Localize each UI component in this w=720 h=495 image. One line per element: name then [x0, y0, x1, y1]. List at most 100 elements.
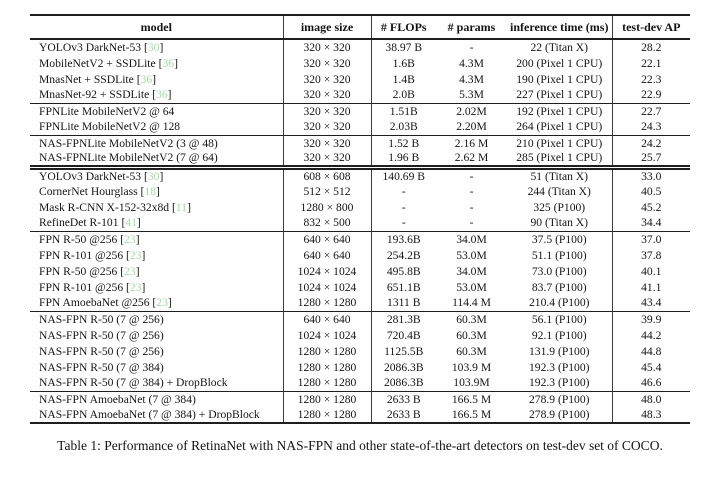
- cell-flops: 2.0B: [370, 87, 436, 103]
- cell-model: YOLOv3 DarkNet-53 [30]: [30, 39, 283, 55]
- cell-flops: 193.6B: [370, 231, 436, 247]
- model-name: FPNLite MobileNetV2 @ 64: [39, 104, 175, 118]
- cell-flops: 2633 B: [370, 391, 436, 407]
- model-name: YOLOv3 DarkNet-53: [39, 169, 142, 183]
- cell-inference-time: 192 (Pixel 1 CPU): [516, 104, 603, 118]
- cell-image-size: 320 × 320: [282, 151, 371, 167]
- cell-model: MobileNetV2 + SSDLite [36]: [30, 55, 283, 71]
- cell-inference-time: 22 (Titan X): [530, 41, 589, 54]
- cell-ap: 24.2: [611, 135, 690, 151]
- citation-bracket-close: ]: [141, 280, 146, 294]
- cell-ap: 44.8: [611, 343, 690, 359]
- cell-params: 2.02M: [456, 104, 487, 118]
- cell-model: FPN R-101 @256 [23]: [30, 247, 283, 263]
- cell-ap: 22.9: [611, 87, 690, 103]
- cell-ap: 45.2: [611, 199, 690, 215]
- cell-model: NAS-FPN R-50 (7 @ 256): [30, 343, 283, 359]
- table-caption: Table 1: Performance of RetinaNet with N…: [57, 438, 663, 453]
- citation-bracket-close: ]: [159, 169, 164, 183]
- cell-flops: 1.6B: [370, 55, 436, 71]
- cell-flops: 1125.5B: [370, 343, 436, 359]
- cell-model: NAS-FPNLite MobileNetV2 (7 @ 64): [30, 151, 283, 167]
- cell-params: 34.0M: [456, 232, 487, 246]
- cell-inference-time: 244 (Titan X): [527, 184, 591, 198]
- cell-inference-time: 264 (Pixel 1 CPU): [516, 120, 603, 134]
- cell-params: -: [469, 169, 474, 183]
- model-name: FPN AmoebaNet @256: [39, 296, 150, 310]
- table-row: FPNLite MobileNetV2 @ 128 320 × 320 2.03B 2…: [30, 119, 690, 135]
- model-name: MobileNetV2 + SSDLite: [39, 56, 156, 70]
- cell-inference-time: 192.3 (P100): [528, 360, 590, 374]
- cell-flops: 281.3B: [370, 311, 436, 327]
- cell-image-size: 320 × 320: [282, 103, 371, 119]
- cell-inference-time: 278.9 (P100): [528, 408, 590, 421]
- table-row: RefineDet R-101 [41] 832 × 500- -90 (Titan…: [30, 215, 690, 231]
- table-row: NAS-FPN AmoebaNet (7 @ 384) + DropBlock 1…: [30, 407, 690, 423]
- cell-flops: 254.2B: [370, 247, 436, 263]
- table-row: FPN AmoebaNet @256 [23] 1280 × 1280 1311 B…: [30, 295, 690, 311]
- cell-params: -: [469, 41, 474, 54]
- table-group: NAS-FPNLite MobileNetV2 (3 @ 48) 320 × 32…: [30, 135, 690, 167]
- cell-flops: 1.51B: [370, 103, 436, 119]
- cell-image-size: 1024 × 1024: [282, 327, 371, 343]
- model-name: NAS-FPN R-50 (7 @ 384) + DropBlock: [39, 376, 228, 390]
- citation-bracket-open: [: [120, 264, 125, 278]
- citation-bracket-close: ]: [167, 88, 172, 102]
- citation-number: 36: [162, 56, 175, 70]
- citation-number: 36: [156, 88, 168, 102]
- model-name: CornerNet Hourglass: [39, 184, 138, 198]
- citation-bracket-open: [: [126, 280, 130, 294]
- cell-image-size: 320 × 320: [282, 39, 371, 55]
- citation-number: 41: [125, 216, 137, 230]
- table-group: FPN R-50 @256 [23] 640 × 640 193.6B 34.0M 37…: [30, 231, 690, 311]
- cell-params: 60.3M: [456, 344, 487, 358]
- header-row: model image size # FLOPs # params inference …: [30, 15, 690, 39]
- cell-ap: 44.2: [611, 327, 690, 343]
- cell-params: 4.3M: [459, 72, 484, 86]
- citation-number: 30: [147, 169, 160, 183]
- table-row: NAS-FPN R-50 (7 @ 384) + DropBlock 1280 ×…: [30, 375, 690, 391]
- citation-number: 30: [147, 41, 160, 54]
- table-row: NAS-FPN R-50 (7 @ 256) 1024 × 1024 720.4B 6…: [30, 327, 690, 343]
- table-group: NAS-FPN AmoebaNet (7 @ 384) 1280 × 1280 26…: [30, 391, 690, 423]
- cell-ap: 33.0: [611, 167, 690, 183]
- citation-bracket-close: ]: [141, 248, 146, 262]
- citation-bracket-open: [: [126, 248, 130, 262]
- table-row: Mask R-CNN X-152-32x8d [11] 1280 × 800- -3…: [30, 199, 690, 215]
- cell-flops: 1311 B: [370, 295, 436, 311]
- cell-ap: 37.0: [611, 231, 690, 247]
- cell-model: Mask R-CNN X-152-32x8d [11]: [30, 199, 283, 215]
- model-name: FPN R-101 @256: [39, 280, 124, 294]
- cell-inference-time: 83.7 (P100): [531, 280, 587, 294]
- column-header-params: # params: [447, 19, 496, 34]
- citation-bracket-close: ]: [135, 264, 140, 278]
- column-header-model: model: [140, 19, 172, 34]
- cell-model: CornerNet Hourglass [18]: [30, 183, 283, 199]
- cell-model: NAS-FPN AmoebaNet (7 @ 384) + DropBlock: [30, 407, 283, 423]
- table-row: FPN R-101 @256 [23] 640 × 640 254.2B 53.0M 5…: [30, 247, 690, 263]
- model-name: FPNLite MobileNetV2 @ 128: [39, 120, 181, 134]
- cell-inference-time: 131.9 (P100): [528, 344, 590, 358]
- citation-number: 11: [175, 200, 188, 214]
- table-row: NAS-FPN R-50 (7 @ 256) 1280 × 1280 1125.5B…: [30, 343, 690, 359]
- column-header-image-size: image size: [282, 15, 371, 39]
- citation-bracket-open: [: [120, 232, 125, 246]
- cell-image-size: 1280 × 1280: [282, 295, 371, 311]
- model-name: NAS-FPN R-50 (7 @ 384): [39, 360, 164, 374]
- cell-image-size: 320 × 320: [282, 119, 371, 135]
- model-name: NAS-FPN R-50 (7 @ 256): [39, 328, 164, 342]
- cell-params: 166.5 M: [451, 408, 492, 421]
- cell-image-size: 1024 × 1024: [282, 263, 371, 279]
- cell-inference-time: 56.1 (P100): [531, 312, 587, 326]
- citation-bracket-close: ]: [174, 56, 178, 70]
- citation-bracket-open: [: [143, 169, 148, 183]
- cell-ap: 22.7: [611, 103, 690, 119]
- cell-flops: -: [370, 199, 436, 215]
- cell-ap: 48.0: [611, 391, 690, 407]
- cell-image-size: 320 × 320: [282, 71, 371, 87]
- cell-flops: -: [370, 215, 436, 231]
- cell-model: NAS-FPN R-50 (7 @ 256): [30, 327, 283, 343]
- citation-bracket-close: ]: [187, 200, 191, 214]
- cell-inference-time: 210.4 (P100): [528, 296, 590, 310]
- cell-params: 103.9 M: [451, 360, 492, 374]
